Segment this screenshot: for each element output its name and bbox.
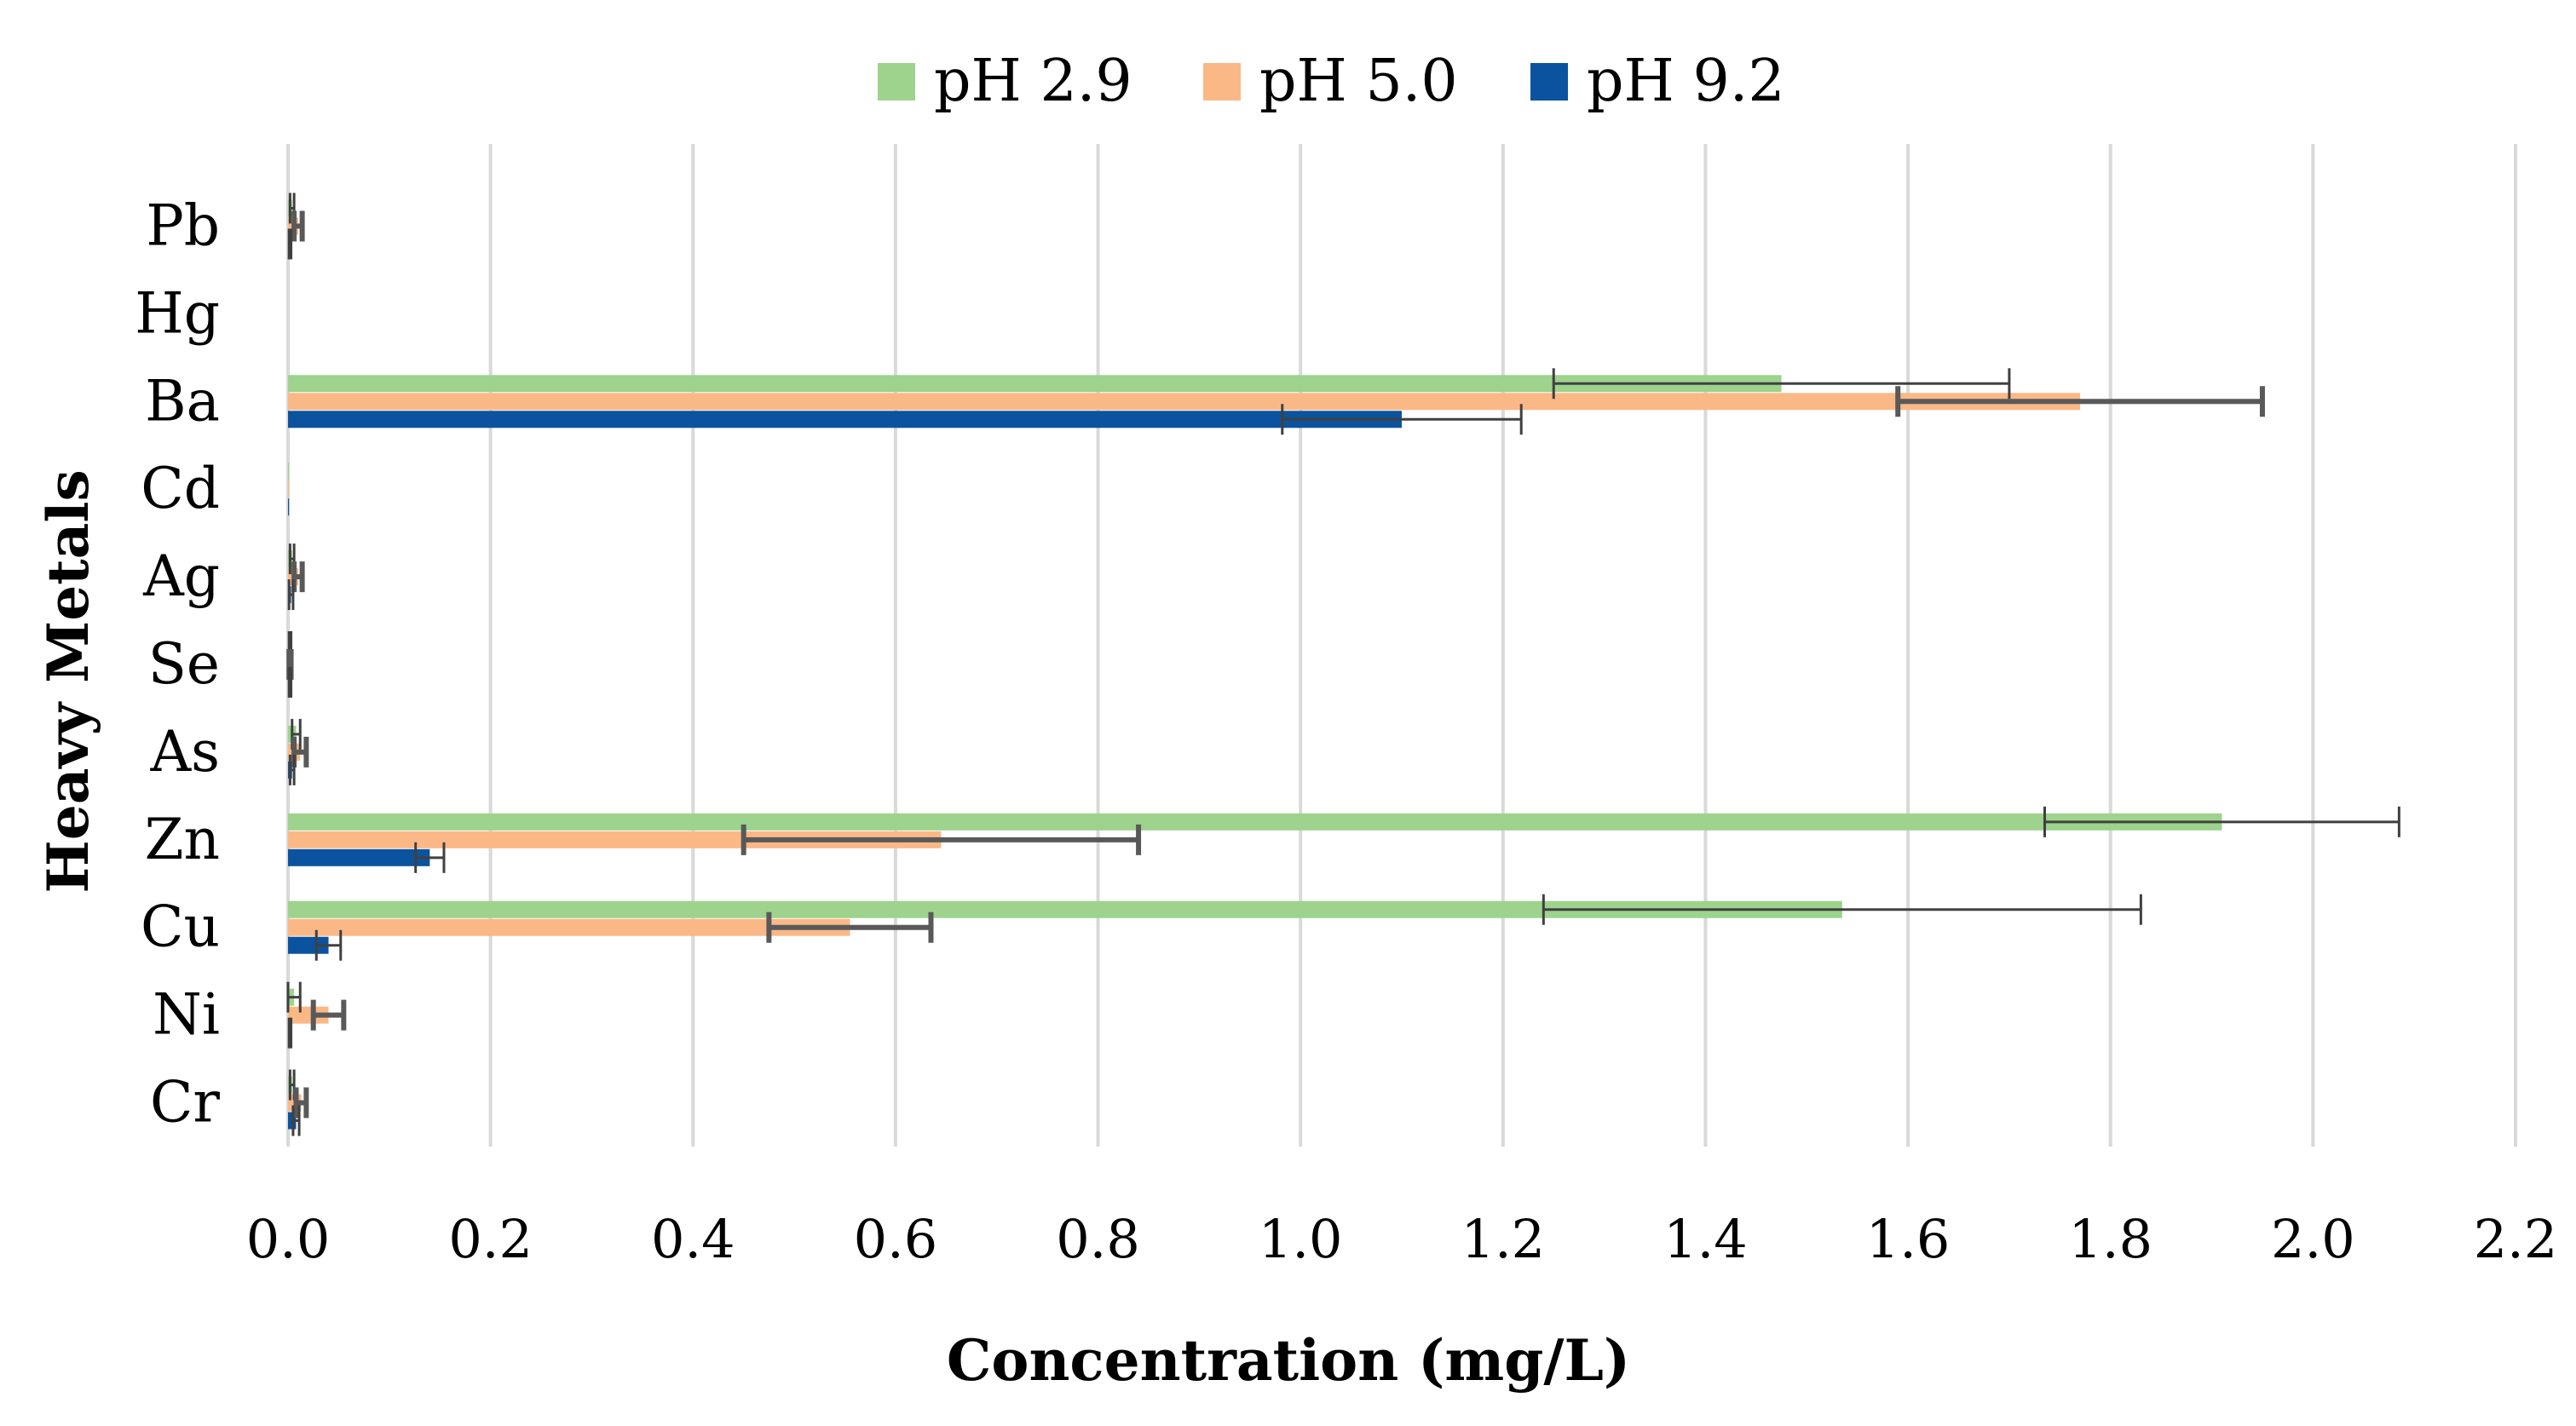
x-tick-label: 2.2: [2474, 1208, 2558, 1270]
x-tick-label: 0.2: [448, 1208, 533, 1270]
bar: [288, 918, 850, 936]
error-bar: [287, 228, 293, 260]
error-bar: [1281, 404, 1523, 435]
x-tick-label: 1.6: [1866, 1208, 1951, 1270]
bar: [288, 900, 1842, 918]
y-category-label: Ni: [153, 982, 220, 1048]
bar: [288, 480, 290, 498]
bar: [288, 831, 942, 848]
legend-swatch: [1530, 63, 1568, 101]
error-bar: [291, 1105, 301, 1136]
bar: [288, 848, 430, 866]
bar: [288, 375, 1782, 393]
y-category-label: Zn: [145, 807, 220, 872]
bar: [288, 813, 2222, 831]
error-bar: [310, 999, 347, 1031]
x-tick-label: 0.4: [651, 1208, 735, 1270]
y-category-label: Hg: [135, 280, 220, 346]
error-bar: [766, 911, 934, 943]
error-bar: [2043, 806, 2400, 837]
error-bar: [1552, 368, 2011, 400]
y-category-label: Cr: [150, 1070, 220, 1136]
error-bar: [287, 579, 295, 611]
error-bars: [286, 193, 2400, 1136]
error-bar: [288, 754, 296, 785]
y-category-label: Se: [148, 631, 220, 697]
x-tick-label: 1.8: [2068, 1208, 2152, 1270]
legend-item: pH 2.9: [878, 48, 1132, 115]
legend-label: pH 2.9: [934, 48, 1132, 115]
error-bar: [1895, 386, 2265, 417]
x-tick-label: 2.0: [2271, 1208, 2355, 1270]
x-tick-label: 1.2: [1461, 1208, 1546, 1270]
y-category-label: Ba: [145, 368, 220, 434]
legend-swatch: [1203, 63, 1241, 101]
y-category-label: As: [149, 719, 220, 785]
error-bar: [287, 667, 293, 698]
x-axis-title: Concentration (mg/L): [947, 1327, 1630, 1394]
legend-label: pH 9.2: [1587, 48, 1785, 115]
y-category-label: Cd: [141, 456, 220, 521]
bar: [288, 411, 1402, 428]
bar: [288, 936, 329, 954]
y-category-label: Ag: [142, 543, 220, 609]
bars: [288, 199, 2222, 1130]
legend-label: pH 5.0: [1259, 48, 1458, 115]
error-bar: [414, 842, 446, 873]
gridlines: [286, 144, 2517, 1147]
error-bar: [287, 1017, 293, 1049]
error-bar: [293, 1087, 309, 1118]
y-category-labels: Pb Hg Ba Cd Ag Se As Zn Cu Ni Cr: [135, 193, 220, 1135]
legend-item: pH 5.0: [1203, 48, 1458, 115]
bar: [288, 498, 290, 516]
x-tick-labels: 0.0 0.2 0.4 0.6 0.8 1.0 1.2 1.4 1.6 1.8 2.0 2.2: [246, 1208, 2558, 1270]
error-bar: [291, 561, 305, 593]
x-tick-label: 0.8: [1056, 1208, 1140, 1270]
legend-swatch: [878, 63, 915, 101]
bar: [288, 1006, 329, 1024]
x-tick-label: 0.6: [854, 1208, 938, 1270]
y-category-label: Pb: [146, 193, 220, 258]
error-bar: [314, 929, 343, 961]
x-tick-label: 0.0: [246, 1208, 331, 1270]
x-tick-label: 1.4: [1663, 1208, 1748, 1270]
legend-item: pH 9.2: [1530, 48, 1785, 115]
bar: [288, 393, 2081, 411]
error-bar: [286, 981, 302, 1013]
bar: [288, 463, 290, 480]
y-axis-title: Heavy Metals: [35, 469, 101, 893]
error-bar: [741, 824, 1142, 855]
x-tick-label: 1.0: [1259, 1208, 1343, 1270]
legend: pH 2.9 pH 5.0 pH 9.2: [878, 48, 1785, 115]
error-bar: [1542, 894, 2142, 925]
y-category-label: Cu: [141, 894, 220, 960]
error-bar: [291, 210, 305, 242]
